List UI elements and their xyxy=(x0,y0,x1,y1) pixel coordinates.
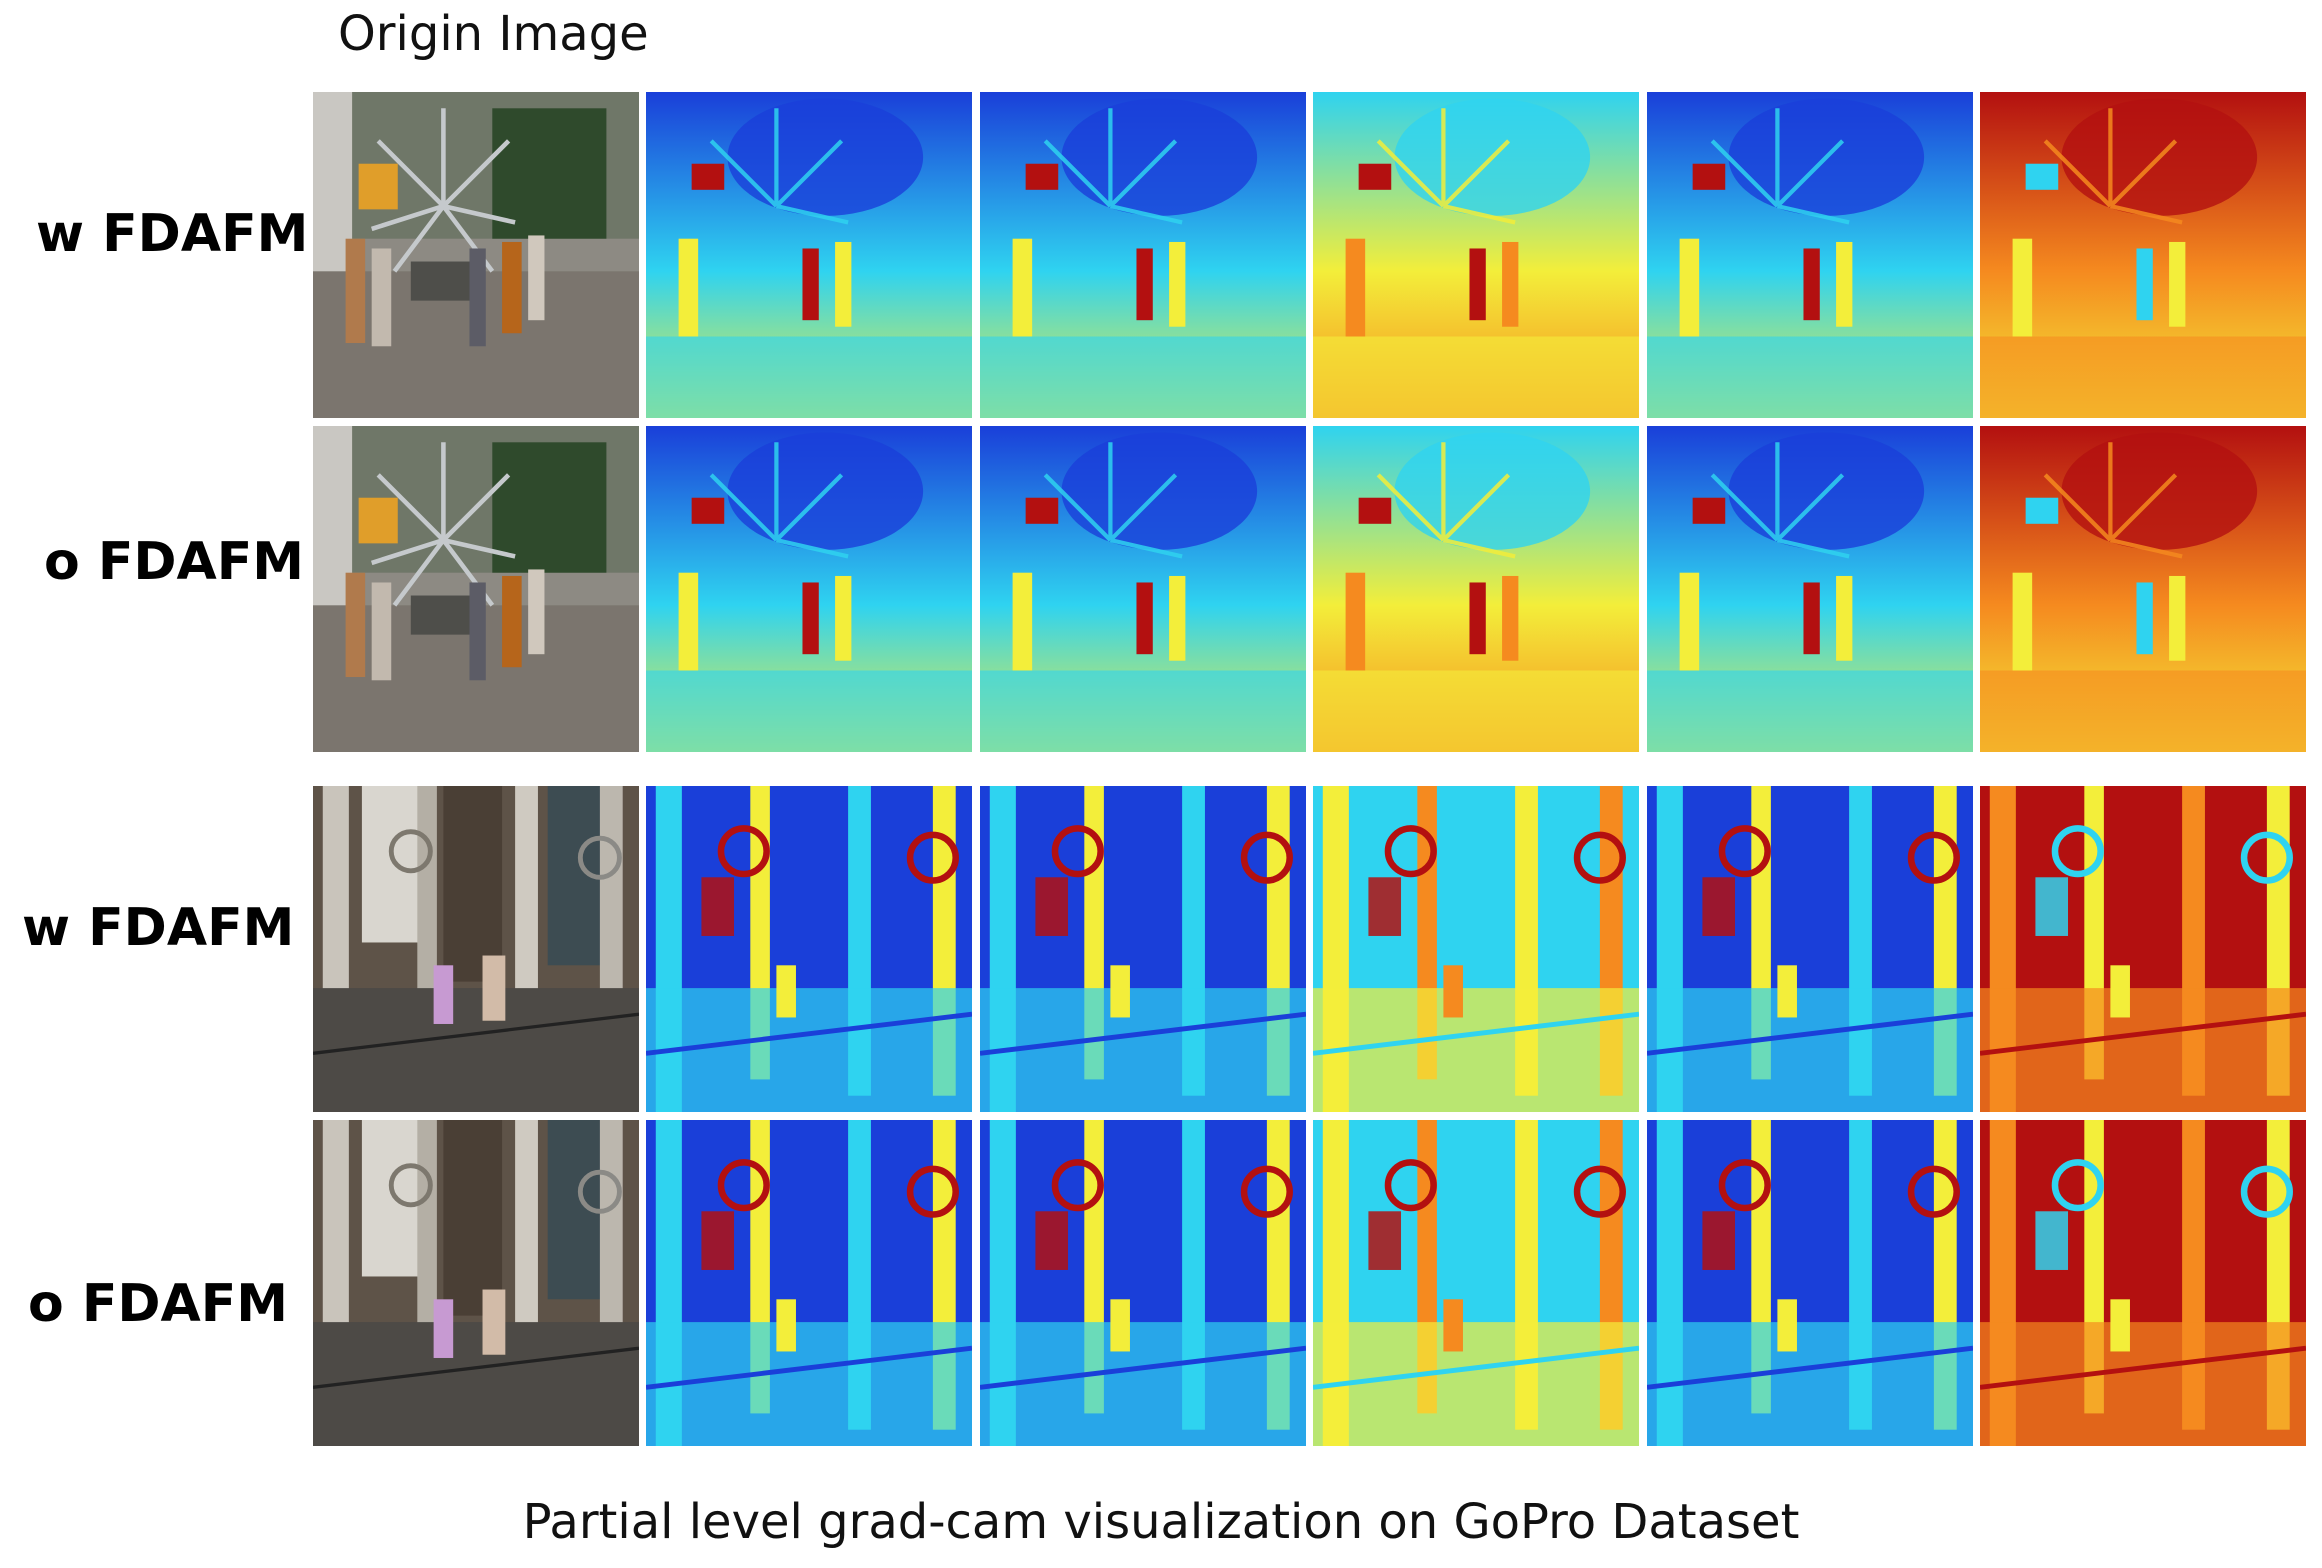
origin-image-row-2 xyxy=(313,426,639,752)
gradcam-map-row-4-col-1 xyxy=(646,1120,972,1446)
gradcam-map-row-4-col-3 xyxy=(1313,1120,1639,1446)
gradcam-map-row-1-col-2 xyxy=(980,92,1306,418)
gradcam-map-row-2-col-2 xyxy=(980,426,1306,752)
gradcam-map-row-1-col-5 xyxy=(1980,92,2306,418)
gradcam-map-row-2-col-3 xyxy=(1313,426,1639,752)
row-label-4: o FDAFM xyxy=(28,1274,289,1334)
gradcam-map-row-4-col-5 xyxy=(1980,1120,2306,1446)
gradcam-map-row-3-col-5 xyxy=(1980,786,2306,1112)
origin-image-row-4 xyxy=(313,1120,639,1446)
header-origin-label: Origin Image xyxy=(338,6,649,62)
gradcam-map-row-3-col-1 xyxy=(646,786,972,1112)
gradcam-map-row-3-col-2 xyxy=(980,786,1306,1112)
gradcam-map-row-1-col-1 xyxy=(646,92,972,418)
gradcam-map-row-4-col-2 xyxy=(980,1120,1306,1446)
origin-image-row-1 xyxy=(313,92,639,418)
gradcam-map-row-3-col-3 xyxy=(1313,786,1639,1112)
gradcam-map-row-2-col-4 xyxy=(1647,426,1973,752)
figure-caption: Partial level grad-cam visualization on … xyxy=(522,1494,1800,1550)
gradcam-map-row-1-col-3 xyxy=(1313,92,1639,418)
row-label-3: w FDAFM xyxy=(22,898,295,958)
row-label-2: o FDAFM xyxy=(44,532,305,592)
gradcam-map-row-4-col-4 xyxy=(1647,1120,1973,1446)
gradcam-map-row-1-col-4 xyxy=(1647,92,1973,418)
gradcam-map-row-2-col-1 xyxy=(646,426,972,752)
origin-image-row-3 xyxy=(313,786,639,1112)
row-label-1: w FDAFM xyxy=(36,204,309,264)
gradcam-map-row-3-col-4 xyxy=(1647,786,1973,1112)
gradcam-map-row-2-col-5 xyxy=(1980,426,2306,752)
